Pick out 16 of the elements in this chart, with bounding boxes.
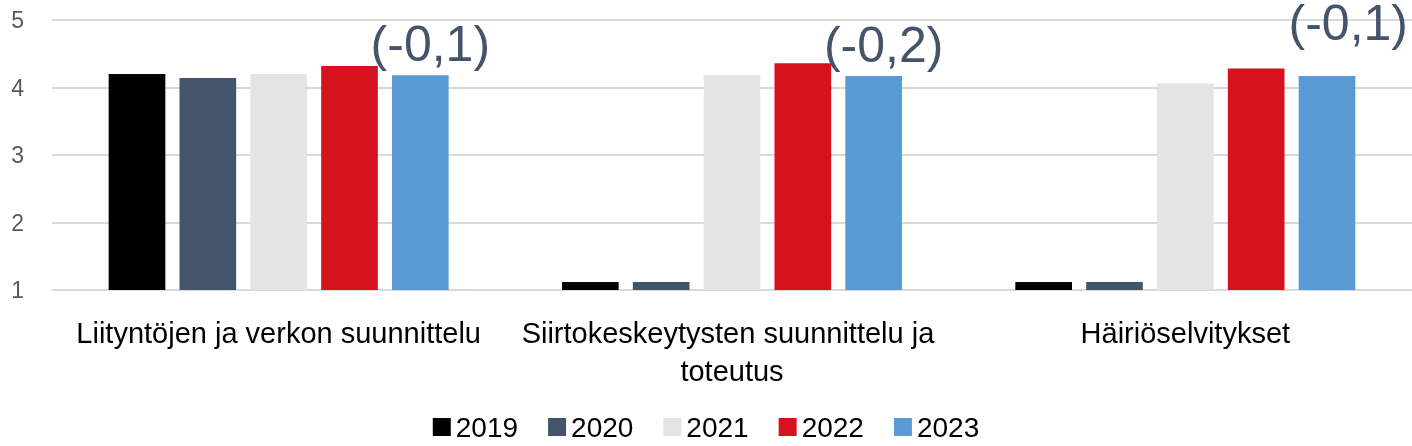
y-tick-label: 3	[11, 142, 24, 168]
legend-label: 2021	[686, 411, 749, 443]
x-tick-label: Liityntöjen ja verkon suunnittelu	[76, 317, 481, 349]
y-tick-label: 2	[11, 209, 24, 236]
annotation: (-0,1)	[1288, 0, 1409, 51]
y-tick-label: 1	[11, 277, 24, 303]
x-tick-label: Häiriöselvitykset	[1080, 317, 1291, 349]
y-tick-label: 4	[11, 74, 25, 101]
annotation: (-0,2)	[823, 17, 944, 74]
legend-label: 2022	[801, 411, 864, 443]
y-tick-label: 5	[11, 7, 24, 33]
legend-label: 2019	[455, 411, 519, 443]
legend-label: 2023	[916, 411, 980, 443]
x-tick-label: Siirtokeskeytysten suunnittelu ja toteutus	[521, 317, 943, 387]
annotation: (-0,1)	[370, 16, 491, 73]
legend-label: 2020	[571, 411, 634, 443]
